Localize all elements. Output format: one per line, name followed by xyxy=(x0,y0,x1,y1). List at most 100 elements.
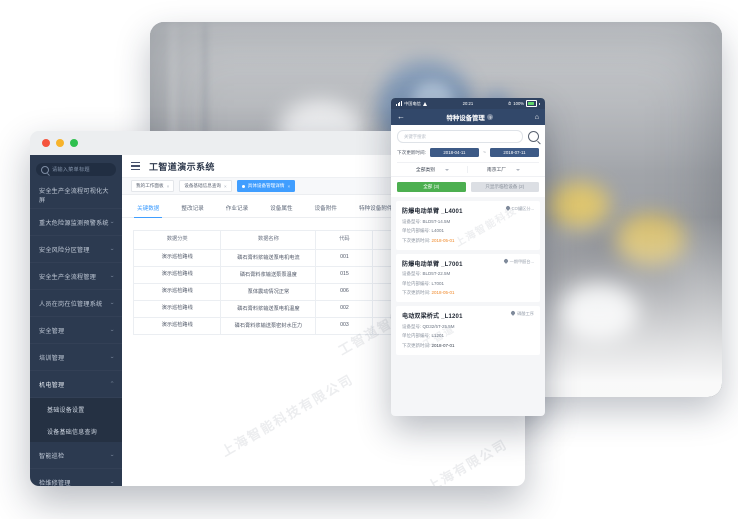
sidebar-item-label: 安全生产全流程可视化大屏 xyxy=(39,188,109,204)
list-item-header: 电动双梁桥式 _L1201 磷酸工序 xyxy=(402,311,534,320)
next-value: 2018-05-01 xyxy=(431,237,455,243)
table-header-cell: 数据分类 xyxy=(132,230,222,250)
sidebar-item-label: 智能巡检 xyxy=(39,452,65,460)
next-label: 下次更新时间: xyxy=(402,237,431,243)
next-value: 2018-07-01 xyxy=(431,342,455,348)
select-category[interactable]: 全部类别 xyxy=(397,163,468,176)
sidebar-item-label: 重大危险源监测预警系统 xyxy=(39,219,109,227)
phone-search-placeholder: 关键字搜索 xyxy=(404,133,426,139)
close-icon[interactable]: × xyxy=(166,183,170,189)
sidebar-item-dashboard[interactable]: 安全生产全流程可视化大屏 xyxy=(30,182,122,209)
list-item[interactable]: 电动双梁桥式 _L1201 磷酸工序 设备型号: QD32/5T-25.5M 单… xyxy=(396,306,540,355)
select-label: 南京工厂 xyxy=(486,168,507,173)
close-icon[interactable]: × xyxy=(224,183,227,189)
window-close-button[interactable] xyxy=(42,139,50,147)
arrow-left-icon[interactable]: ← xyxy=(397,112,405,121)
chevron-down-icon: ⌄ xyxy=(108,479,115,485)
phone-status-bar: 中国电信 20:21 ⏱ 100% xyxy=(391,98,545,109)
date-end-chip[interactable]: 2018-07-11 xyxy=(489,148,540,157)
list-item-header: 防爆电动单臂 _L4001 CO罐区分... xyxy=(402,206,534,215)
subtab-rectification-records[interactable]: 整改记录 xyxy=(181,206,204,212)
list-item-next-row: 下次更新时间: 2018-07-01 xyxy=(402,343,534,349)
sidebar-item-personnel[interactable]: 人员在岗在位管理系统 ⌄ xyxy=(30,290,122,317)
model-label: 设备型号: xyxy=(402,218,422,224)
location-pin-icon xyxy=(506,206,510,211)
list-item-next-row: 下次更新时间: 2018-05-01 xyxy=(402,290,534,296)
phone-search-row: 关键字搜索 xyxy=(397,130,539,143)
pill-inspection-only[interactable]: 只显示临检设备 (2) xyxy=(470,182,539,192)
hamburger-icon[interactable] xyxy=(131,162,140,170)
date-start-chip[interactable]: 2018-04-11 xyxy=(429,148,479,157)
question-mark-icon[interactable]: ? xyxy=(487,114,494,120)
tab-label: 具体设备管理详情 xyxy=(247,183,285,188)
tab-label: 设备基础信息查询 xyxy=(184,183,222,188)
chevron-down-icon: ⌄ xyxy=(108,219,115,225)
chevron-up-icon: ⌃ xyxy=(108,381,115,387)
sidebar-item-maintenance[interactable]: 检维修管理 ⌄ xyxy=(30,469,122,486)
sidebar-item-safety-mgmt[interactable]: 安全管理 ⌄ xyxy=(30,317,122,344)
sidebar-item-electromechanical[interactable]: 机电管理 ⌃ xyxy=(30,371,122,398)
subtab-operation-records[interactable]: 作业记录 xyxy=(225,206,249,212)
window-minimize-button[interactable] xyxy=(56,139,64,147)
phone-search-input[interactable]: 关键字搜索 xyxy=(397,130,523,143)
list-item-header: 防爆电动单臂 _L7001 一期甲醛台... xyxy=(402,259,534,268)
code-label: 单位内部编号: xyxy=(402,228,431,233)
watermark: 上海智能科技有限公司 xyxy=(218,371,357,460)
search-icon[interactable] xyxy=(528,131,539,142)
subtab-equipment-attachments[interactable]: 设备附件 xyxy=(314,206,337,212)
date-separator: ~ xyxy=(482,149,486,156)
list-item[interactable]: 防爆电动单臂 _L4001 CO罐区分... 设备型号: BLD5T-14.5M… xyxy=(396,201,540,250)
location-label: CO罐区分... xyxy=(511,206,534,211)
sidebar-item-risk-zone[interactable]: 安全风险分区管理 ⌄ xyxy=(30,236,122,263)
app-header: 工智道演示系统 xyxy=(122,155,525,178)
tab-equipment-query[interactable]: 设备基础信息查询 × xyxy=(179,180,232,192)
table-cell-category: 演示巡检路线 xyxy=(132,299,222,319)
sidebar-item-label: 检维修管理 xyxy=(39,479,71,487)
clock-label: 20:21 xyxy=(462,101,474,106)
list-item-model-row: 设备型号: BLD5T-22.5M xyxy=(402,271,534,277)
model-label: 设备型号: xyxy=(402,323,422,329)
model-value: QD32/5T-25.5M xyxy=(422,323,455,329)
select-label: 全部类别 xyxy=(415,168,436,173)
alarm-icon: ⏱ xyxy=(508,101,512,106)
subtab-equipment-attributes[interactable]: 设备属性 xyxy=(270,206,293,212)
window-maximize-button[interactable] xyxy=(70,139,78,147)
list-item-location: 一期甲醛台... xyxy=(504,259,534,265)
sidebar-item-label: 安全风险分区管理 xyxy=(39,246,90,254)
sidebar-item-training[interactable]: 培训管理 ⌄ xyxy=(30,344,122,371)
sidebar-item-label: 人员在岗在位管理系统 xyxy=(39,300,103,308)
subtab-key-data[interactable]: 关键数据 xyxy=(126,204,170,218)
select-factory[interactable]: 南京工厂 xyxy=(468,163,539,176)
sidebar-item-label: 设备基础信息查询 xyxy=(47,429,98,436)
sidebar-subitem-base-equipment-setting[interactable]: 基础设备设置 xyxy=(30,398,122,420)
location-label: 磷酸工序 xyxy=(517,311,534,316)
home-icon[interactable]: ⌂ xyxy=(534,113,539,121)
sidebar-item-hazard-monitor[interactable]: 重大危险源监测预警系统 ⌄ xyxy=(30,209,122,236)
sidebar-item-label: 安全管理 xyxy=(39,327,65,335)
sidebar-search-input[interactable]: 请输入菜单标题 xyxy=(36,163,116,176)
tab-my-workbench[interactable]: 我的工作面板 × xyxy=(131,180,175,192)
table-cell-code: 015 xyxy=(315,265,374,284)
list-item[interactable]: 防爆电动单臂 _L7001 一期甲醛台... 设备型号: BLD5T-22.5M… xyxy=(396,253,540,302)
sidebar-item-smart-inspection[interactable]: 智能巡检 ⌄ xyxy=(30,442,122,469)
list-item-location: 磷酸工序 xyxy=(511,311,534,317)
list-item-code-row: 单位内部编号: L7001 xyxy=(402,281,534,287)
next-label: 下次更新时间: xyxy=(402,342,431,348)
tab-equipment-detail[interactable]: 具体设备管理详情 × xyxy=(236,180,296,192)
pill-all[interactable]: 全部 (3) xyxy=(397,182,466,192)
phone-title-label: 特种设备管理 xyxy=(446,114,485,122)
phone-equipment-list: 防爆电动单臂 _L4001 CO罐区分... 设备型号: BLD5T-14.5M… xyxy=(391,197,545,355)
table-cell-name: 磷石膏料浆输送泵电机电流 xyxy=(220,248,317,267)
battery-icon xyxy=(526,100,537,107)
chevron-down-icon xyxy=(445,168,450,171)
location-label: 一期甲醛台... xyxy=(509,258,534,264)
sidebar-item-label: 安全生产全流程管理 xyxy=(39,273,97,281)
carrier-label: 中国电信 xyxy=(404,100,421,106)
chevron-down-icon: ⌄ xyxy=(108,246,115,252)
close-icon[interactable]: × xyxy=(287,183,291,189)
sidebar-subitem-equipment-info-query[interactable]: 设备基础信息查询 xyxy=(30,420,122,442)
sidebar-item-process-mgmt[interactable]: 安全生产全流程管理 ⌄ xyxy=(30,263,122,290)
subtab-special-equipment-attachments[interactable]: 特种设备附件 xyxy=(358,206,393,212)
watermark: 上海有限公司 xyxy=(424,436,511,486)
